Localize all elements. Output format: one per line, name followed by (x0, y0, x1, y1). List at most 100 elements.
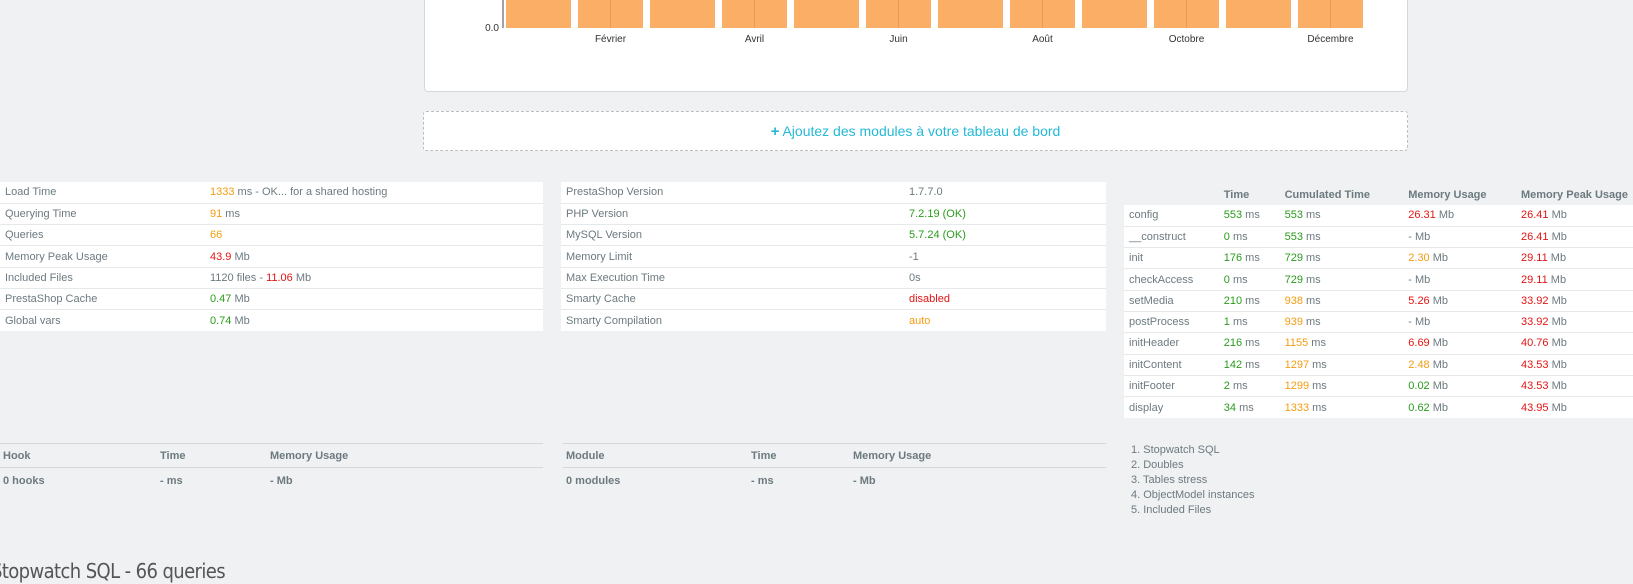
hook-count: 0 hooks (3, 475, 45, 488)
hooks-table: Hook Time Memory Usage 0 hooks - ms - Mb (0, 443, 543, 495)
stopwatch-name: postProcess (1124, 311, 1219, 334)
config-row: Memory Limit -1 (561, 245, 1106, 268)
perf-value: 91 ms (205, 203, 543, 226)
config-label: Max Execution Time (561, 267, 904, 289)
stopwatch-peak-value: 40.76 (1521, 337, 1549, 350)
stopwatch-peak-value: 43.53 (1521, 358, 1549, 371)
perf-value-part: 0.74 (210, 314, 232, 327)
stopwatch-row: initContent 142 ms 1297 ms 2.48 Mb 43.53 Mb (1124, 354, 1633, 376)
perf-row: Load Time 1333 ms - OK... for a shared ho… (0, 182, 543, 204)
config-row: Max Execution Time 0s (561, 267, 1106, 289)
config-row: PHP Version 7.2.19 (OK) (561, 203, 1106, 226)
perf-label: Global vars (5, 314, 61, 327)
stopwatch-peak-unit: Mb (1547, 252, 1567, 265)
stopwatch-peak-unit: Mb (1548, 337, 1567, 350)
stopwatch-memory: 0.62 Mb (1403, 396, 1516, 418)
stopwatch-cumulated-unit: ms (1302, 230, 1321, 243)
stopwatch-header: Time (1223, 189, 1250, 201)
stopwatch-cumulated-unit: ms (1302, 294, 1321, 307)
stopwatch-time-unit: ms (1229, 316, 1248, 329)
stopwatch-peak-unit: Mb (1548, 401, 1567, 414)
perf-row: Queries 66 (0, 224, 543, 247)
stopwatch-row: config 553 ms 553 ms 26.31 Mb 26.41 Mb (1124, 205, 1633, 227)
stopwatch-peak-value: 29.11 (1521, 252, 1548, 265)
stopwatch-cumulated-unit: ms (1302, 273, 1321, 286)
stopwatch-time: 0 ms (1218, 226, 1280, 249)
chart-bar (938, 0, 1003, 28)
config-label: MySQL Version (561, 224, 904, 247)
perf-value-part: Mb (231, 293, 250, 306)
x-tick-label: Février (595, 34, 627, 45)
stopwatch-name: checkAccess (1124, 268, 1219, 291)
stopwatch-cumulated-value: 938 (1284, 294, 1303, 307)
stopwatch-header: Memory Peak Usage (1521, 189, 1628, 201)
stopwatch-cumulated-unit: ms (1302, 252, 1321, 265)
stopwatch-cumulated: 939 ms (1279, 311, 1404, 334)
perf-row: Included Files 1120 files - 11.06 Mb (0, 267, 543, 289)
stopwatch-peak-unit: Mb (1548, 358, 1567, 371)
perf-row: PrestaShop Cache 0.47 Mb (0, 288, 543, 311)
stopwatch-name: init (1124, 247, 1219, 270)
stopwatch-cumulated-unit: ms (1302, 209, 1321, 222)
stopwatch-time-unit: ms (1229, 273, 1248, 286)
link-included-files[interactable]: 5. Included Files (1131, 504, 1212, 516)
x-tick-label: Août (1032, 34, 1053, 45)
link-tables-stress[interactable]: 3. Tables stress (1131, 474, 1208, 486)
stopwatch-time-value: 0 (1223, 230, 1230, 243)
stopwatch-cumulated-value: 939 (1284, 316, 1303, 329)
stopwatch-memory-value: - (1408, 273, 1412, 286)
perf-label: Queries (0, 224, 205, 247)
stopwatch-cumulated-value: 729 (1284, 273, 1303, 286)
stopwatch-memory-value: 6.69 (1408, 337, 1430, 350)
stopwatch-row: __construct 0 ms 553 ms - Mb 26.41 Mb (1124, 226, 1633, 249)
link-doubles[interactable]: 2. Doubles (1131, 459, 1184, 471)
hook-header: Hook (0, 443, 157, 468)
stopwatch-name: display (1124, 396, 1219, 418)
perf-row: Global vars 0.74 Mb (0, 310, 543, 331)
config-row: Smarty Cache disabled (561, 288, 1106, 311)
stopwatch-memory-unit: Mb (1429, 294, 1449, 307)
config-label: Smarty Cache (561, 288, 904, 311)
stopwatch-memory-unit: Mb (1429, 380, 1449, 393)
stopwatch-time-value: 1 (1223, 316, 1230, 329)
stopwatch-peak: 43.53 Mb (1516, 354, 1633, 376)
stopwatch-memory-value: - (1408, 316, 1412, 329)
stopwatch-name: __construct (1124, 226, 1219, 249)
stopwatch-cumulated: 553 ms (1279, 205, 1404, 227)
config-value-text: -1 (909, 250, 919, 263)
stopwatch-time: 176 ms (1218, 247, 1280, 270)
config-label: Smarty Compilation (566, 314, 662, 327)
stopwatch-cumulated-unit: ms (1302, 316, 1321, 329)
stopwatch-memory: - Mb (1403, 268, 1516, 291)
perf-value-part: ms (222, 207, 240, 220)
config-value: auto (904, 310, 1106, 331)
stopwatch-memory: 5.26 Mb (1403, 290, 1516, 312)
stopwatch-memory-value: 5.26 (1408, 294, 1430, 307)
link-stopwatch-sql[interactable]: 1. Stopwatch SQL (1131, 444, 1220, 456)
stopwatch-memory: 0.02 Mb (1403, 375, 1516, 398)
stopwatch-cumulated-value: 729 (1284, 252, 1303, 265)
stopwatch-time-unit: ms (1229, 230, 1248, 243)
hook-time-header: Time (157, 443, 267, 468)
config-value: -1 (904, 245, 1106, 268)
module-time-header: Time (748, 443, 850, 468)
stopwatch-time-unit: ms (1242, 209, 1260, 222)
stopwatch-peak-value: 26.41 (1521, 230, 1549, 243)
stopwatch-peak: 29.11 Mb (1516, 268, 1633, 291)
stopwatch-row: init 176 ms 729 ms 2.30 Mb 29.11 Mb (1124, 247, 1633, 270)
perf-value-part: 43.9 (210, 250, 232, 263)
stopwatch-memory: 6.69 Mb (1403, 332, 1516, 355)
stopwatch-peak-value: 43.53 (1521, 380, 1549, 393)
stopwatch-cumulated: 553 ms (1279, 226, 1404, 249)
perf-value: 1333 ms - OK... for a shared hosting (205, 182, 543, 204)
link-objectmodel-instances[interactable]: 4. ObjectModel instances (1131, 489, 1255, 501)
stopwatch-cumulated-value: 1299 (1284, 380, 1310, 393)
stopwatch-peak-unit: Mb (1547, 273, 1567, 286)
config-label: PrestaShop Version (561, 182, 904, 204)
y-tick-label: 0.0 (485, 23, 499, 34)
stopwatch-peak: 43.95 Mb (1516, 396, 1633, 418)
add-modules-button[interactable]: + Ajoutez des modules à votre tableau de… (423, 111, 1408, 151)
stopwatch-time: 2 ms (1218, 375, 1280, 398)
stopwatch-memory: 2.48 Mb (1403, 354, 1516, 376)
stopwatch-peak-value: 43.95 (1521, 401, 1549, 414)
